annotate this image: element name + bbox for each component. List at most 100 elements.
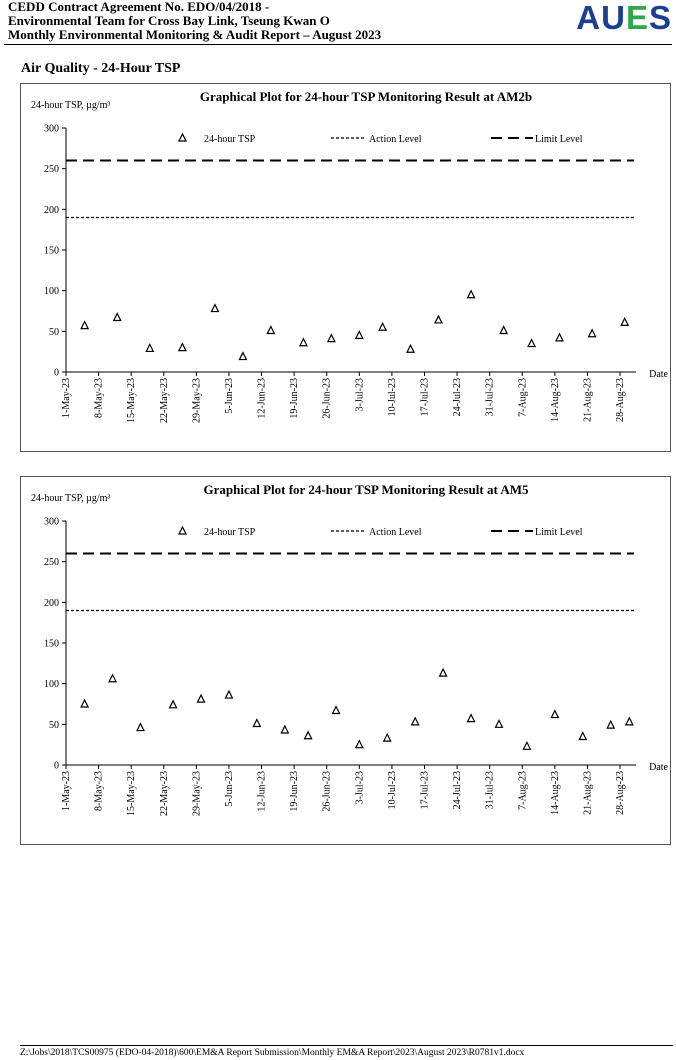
y-tick-label: 300 — [44, 517, 59, 528]
y-tick-label: 50 — [49, 327, 59, 338]
company-logo: AUES — [576, 1, 672, 35]
data-point — [108, 673, 118, 683]
data-point — [252, 718, 262, 728]
data-point — [80, 698, 90, 708]
x-tick-label: 17-Jul-23 — [419, 771, 430, 809]
header-rule — [4, 44, 672, 45]
x-tick-label: 14-Aug-23 — [550, 771, 561, 815]
x-tick-label: 22-May-23 — [159, 378, 170, 423]
y-tick-label: 200 — [44, 205, 59, 216]
x-tick-label: 22-May-23 — [159, 771, 170, 816]
data-point — [280, 724, 290, 734]
data-point — [266, 325, 276, 335]
data-point — [466, 713, 476, 723]
x-tick-label: 29-May-23 — [191, 771, 202, 816]
data-point — [168, 699, 178, 709]
data-point — [527, 338, 537, 348]
x-tick-label: 10-Jul-23 — [387, 771, 398, 809]
x-tick-label: 15-May-23 — [126, 378, 137, 423]
legend-label-action: Action Level — [369, 134, 422, 145]
data-point — [378, 321, 388, 331]
x-tick-label: 1-May-23 — [61, 771, 72, 811]
x-tick-label: 21-Aug-23 — [582, 378, 593, 422]
chart-am5-svg: Graphical Plot for 24-hour TSP Monitorin… — [31, 482, 669, 816]
y-tick-label: 200 — [44, 598, 59, 609]
x-tick-label: 5-Jun-23 — [224, 771, 235, 807]
data-point — [112, 312, 122, 322]
chart-am5: Graphical Plot for 24-hour TSP Monitorin… — [20, 476, 671, 845]
x-tick-label: 12-Jun-23 — [257, 771, 268, 812]
data-point — [606, 719, 616, 729]
data-point — [354, 739, 364, 749]
y-tick-label: 250 — [44, 557, 59, 568]
x-tick-label: 5-Jun-23 — [224, 378, 235, 414]
x-tick-label: 31-Jul-23 — [485, 378, 496, 416]
data-point — [578, 731, 588, 741]
footer-rule — [20, 1045, 673, 1046]
data-point — [331, 705, 341, 715]
data-point — [177, 342, 187, 352]
x-tick-label: 8-May-23 — [94, 378, 105, 418]
x-axis-label: Date — [649, 762, 668, 773]
x-tick-label: 1-May-23 — [61, 378, 72, 418]
y-tick-label: 250 — [44, 164, 59, 175]
x-tick-label: 31-Jul-23 — [485, 771, 496, 809]
y-tick-label: 100 — [44, 679, 59, 690]
y-tick-label: 150 — [44, 246, 59, 257]
legend-label-tsp: 24-hour TSP — [204, 527, 256, 538]
chart-am2b-svg: Graphical Plot for 24-hour TSP Monitorin… — [31, 89, 669, 423]
y-axis-label: 24-hour TSP, µg/m³ — [31, 493, 110, 504]
data-point — [382, 732, 392, 742]
data-point — [550, 709, 560, 719]
chart-title: Graphical Plot for 24-hour TSP Monitorin… — [203, 482, 529, 497]
chart-am2b: Graphical Plot for 24-hour TSP Monitorin… — [20, 83, 671, 452]
data-point — [499, 325, 509, 335]
legend-label-limit: Limit Level — [535, 527, 583, 538]
header-line-3: Monthly Environmental Monitoring & Audit… — [8, 27, 382, 42]
data-point — [303, 730, 313, 740]
x-tick-label: 29-May-23 — [191, 378, 202, 423]
data-point — [466, 289, 476, 299]
y-tick-label: 50 — [49, 720, 59, 731]
data-point — [224, 689, 234, 699]
x-axis-label: Date — [649, 369, 668, 380]
data-point — [406, 343, 415, 353]
logo-letter-s: S — [648, 0, 672, 36]
x-tick-label: 28-Aug-23 — [615, 771, 626, 815]
logo-letter-a: A — [576, 0, 602, 36]
legend-label-action: Action Level — [369, 527, 422, 538]
x-tick-label: 28-Aug-23 — [615, 378, 626, 422]
data-point — [587, 328, 597, 338]
data-point — [433, 314, 443, 324]
data-point — [326, 333, 336, 343]
legend-marker-tsp — [178, 525, 187, 535]
data-point — [438, 667, 448, 677]
x-tick-label: 17-Jul-23 — [419, 378, 430, 416]
y-tick-label: 0 — [54, 761, 59, 772]
data-point — [238, 351, 248, 361]
chart-title: Graphical Plot for 24-hour TSP Monitorin… — [200, 89, 532, 104]
data-point — [196, 693, 206, 703]
legend-label-tsp: 24-hour TSP — [204, 134, 256, 145]
x-tick-label: 7-Aug-23 — [517, 771, 528, 810]
x-tick-label: 8-May-23 — [94, 771, 105, 811]
report-header: CEDD Contract Agreement No. EDO/04/2018 … — [4, 0, 672, 46]
y-tick-label: 150 — [44, 639, 59, 650]
logo-letter-u: U — [601, 0, 626, 36]
data-point — [494, 718, 504, 728]
x-tick-label: 24-Jul-23 — [452, 378, 463, 416]
data-point — [136, 722, 145, 732]
y-axis-label: 24-hour TSP, µg/m³ — [31, 100, 110, 111]
x-tick-label: 14-Aug-23 — [550, 378, 561, 422]
data-point — [555, 332, 564, 342]
data-point — [620, 317, 630, 326]
data-point — [210, 303, 220, 313]
x-tick-label: 3-Jul-23 — [354, 378, 365, 411]
x-tick-label: 24-Jul-23 — [452, 771, 463, 809]
data-point — [522, 740, 532, 750]
section-title: Air Quality - 24-Hour TSP — [21, 61, 181, 76]
x-tick-label: 12-Jun-23 — [257, 378, 268, 419]
data-point — [410, 716, 420, 726]
legend-marker-tsp — [178, 132, 187, 142]
x-tick-label: 19-Jun-23 — [289, 378, 300, 419]
